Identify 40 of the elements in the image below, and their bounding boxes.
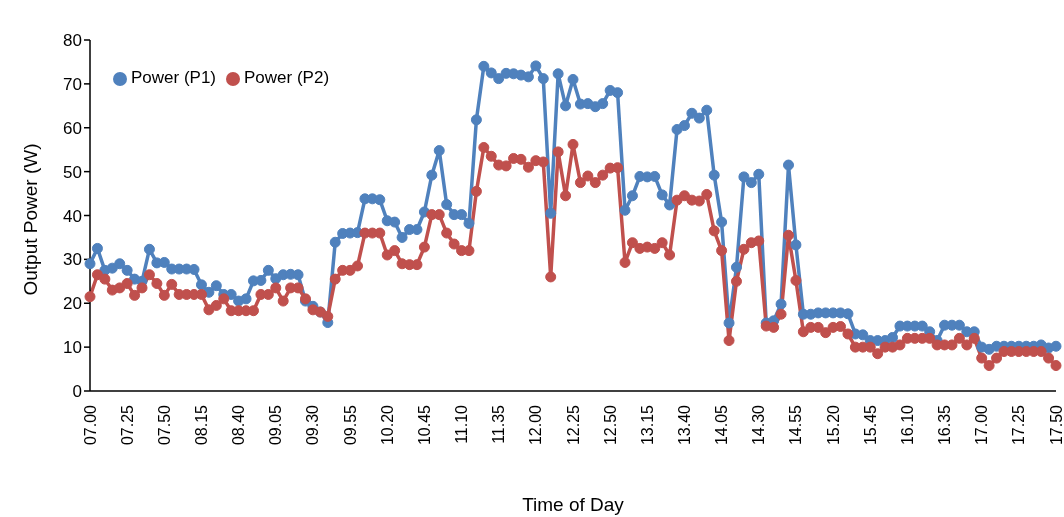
x-tick-label: 11.10: [453, 404, 471, 444]
y-axis-title: Output Power (W): [19, 143, 41, 296]
y-tick-label: 10: [63, 338, 82, 358]
x-tick-label: 17.25: [1010, 404, 1028, 446]
y-tick-label: 0: [72, 382, 82, 402]
x-tick-label: 09.05: [267, 404, 285, 446]
y-tick-label: 50: [63, 162, 82, 182]
x-tick-label: 07.00: [81, 404, 99, 446]
y-tick-label: 30: [63, 250, 82, 270]
x-axis-title: Time of Day: [522, 494, 625, 515]
x-tick-label: 12.50: [601, 404, 619, 446]
x-tick-label: 07.50: [155, 404, 173, 446]
x-tick-label: 14.05: [713, 404, 731, 446]
x-tick-label: 11.35: [490, 404, 508, 444]
x-tick-label: 15.20: [824, 404, 842, 446]
x-tick-label: 13.40: [675, 404, 693, 446]
y-tick-label: 60: [63, 118, 82, 138]
x-tick-label: 13.15: [638, 404, 656, 446]
x-tick-label: 08.40: [230, 404, 248, 446]
x-tick-label: 17.00: [973, 404, 991, 446]
x-tick-label: 09.55: [341, 404, 359, 446]
x-tick-label: 07.25: [118, 404, 136, 446]
x-tick-label: 10.45: [415, 404, 433, 446]
legend-label: Power (P2): [244, 68, 330, 87]
x-tick-label: 17.50: [1047, 404, 1064, 446]
legend-label: Power (P1): [131, 68, 217, 87]
y-tick-label: 20: [63, 294, 82, 314]
y-tick-label: 70: [63, 74, 82, 94]
x-tick-label: 12.25: [564, 404, 582, 446]
x-tick-label: 08.15: [192, 404, 210, 446]
x-tick-label: 09.30: [304, 404, 322, 446]
x-tick-label: 12.00: [527, 404, 545, 446]
y-tick-label: 40: [63, 206, 82, 226]
x-tick-label: 14.30: [750, 404, 768, 446]
x-tick-label: 10.20: [378, 404, 396, 446]
x-tick-label: 14.55: [787, 404, 805, 446]
x-tick-label: 15.45: [861, 404, 879, 446]
y-tick-label: 80: [63, 31, 82, 51]
x-tick-label: 16.35: [936, 404, 954, 446]
x-tick-label: 16.10: [898, 404, 916, 446]
